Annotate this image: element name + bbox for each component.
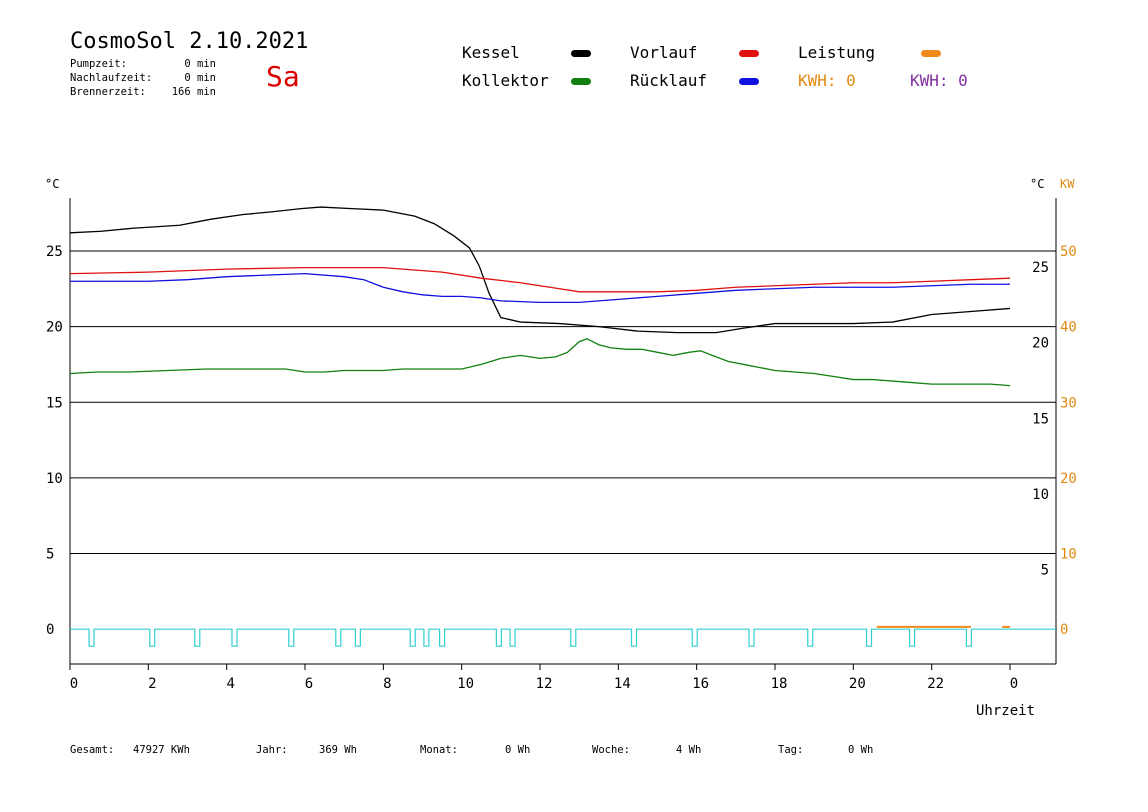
footer-tag-value: 0 Wh (848, 744, 874, 756)
stat-label-nachlaufzeit: Nachlaufzeit: (70, 72, 153, 84)
footer-tag-label: Tag: (778, 744, 804, 756)
y-tick-label-left: 20 (46, 320, 63, 336)
stat-value-pumpzeit: 0 min (184, 58, 216, 70)
kw-tick-label: 30 (1060, 395, 1077, 411)
legend-leistung-swatch (921, 50, 941, 57)
y-tick-label-right: 25 (1032, 260, 1049, 276)
y-tick-label-left: 15 (46, 395, 63, 411)
legend-kollektor-swatch (571, 78, 591, 85)
footer-gesamt-value: 47927 KWh (133, 744, 190, 756)
legend-vorlauf-label: Vorlauf (630, 43, 698, 62)
series-line-rücklauf (70, 272, 1010, 304)
kw-tick-label: 10 (1060, 547, 1077, 563)
legend-kwh-heating: KWH: 0 (910, 71, 968, 90)
y-tick-label-left: 25 (46, 244, 63, 260)
x-tick-label: 10 (457, 676, 474, 692)
stat-value-nachlaufzeit: 0 min (184, 72, 216, 84)
footer-gesamt-label: Gesamt: (70, 744, 115, 756)
x-tick-label: 14 (614, 676, 631, 692)
y-tick-label-right: 15 (1032, 411, 1049, 427)
stat-label-pumpzeit: Pumpzeit: (70, 58, 127, 70)
weekday-label: Sa (266, 60, 300, 93)
legend-kwh-solar: KWH: 0 (798, 71, 856, 90)
legend-kollektor-label: Kollektor (462, 71, 549, 90)
y-tick-label-left: 0 (46, 622, 54, 638)
x-tick-label: 16 (692, 676, 709, 692)
x-tick-label: 18 (771, 676, 788, 692)
y-tick-label-left: 5 (46, 547, 54, 563)
kw-tick-label: 40 (1060, 320, 1077, 336)
x-tick-label: 0 (70, 676, 78, 692)
x-tick-label: 2 (148, 676, 156, 692)
stat-value-brennerzeit: 166 min (171, 86, 216, 98)
series-line-kollektor (69, 337, 1011, 387)
x-axis-label: Uhrzeit (976, 703, 1035, 719)
y-tick-label-right: 10 (1032, 487, 1049, 503)
y-tick-label-right: 5 (1041, 563, 1049, 579)
x-tick-label: 6 (305, 676, 313, 692)
kw-tick-label: 20 (1060, 471, 1077, 487)
pump-signal-line (70, 628, 1056, 647)
footer-woche-value: 4 Wh (676, 744, 702, 756)
footer-woche-label: Woche: (592, 744, 630, 756)
legend-ruecklauf-swatch (739, 78, 759, 85)
y-tick-label-right: 20 (1032, 336, 1049, 352)
kw-tick-label: 0 (1060, 622, 1068, 638)
legend-kessel-swatch (571, 50, 591, 57)
series-line-vorlauf (69, 266, 1011, 293)
footer-jahr-value: 369 Wh (319, 744, 357, 756)
footer-jahr-label: Jahr: (256, 744, 288, 756)
page-title: CosmoSol 2.10.2021 (70, 29, 309, 54)
x-tick-label: 20 (849, 676, 866, 692)
footer-monat-label: Monat: (420, 744, 458, 756)
legend-ruecklauf-label: Rücklauf (630, 71, 708, 90)
right-unit-label: °C (1030, 177, 1044, 191)
left-unit-label: °C (45, 177, 59, 191)
y-tick-label-left: 10 (46, 471, 63, 487)
right-kw-unit-label: KW (1060, 177, 1075, 191)
footer-monat-value: 0 Wh (505, 744, 531, 756)
x-tick-label: 8 (383, 676, 391, 692)
x-tick-label: 12 (536, 676, 553, 692)
legend-vorlauf-swatch (739, 50, 759, 57)
legend-leistung-label: Leistung (798, 43, 876, 62)
kw-tick-label: 50 (1060, 244, 1077, 260)
x-tick-label: 4 (226, 676, 234, 692)
legend-kessel-label: Kessel (462, 43, 520, 62)
stat-label-brennerzeit: Brennerzeit: (70, 86, 146, 98)
x-tick-label: 22 (927, 676, 944, 692)
series-line-kessel (69, 206, 1011, 334)
x-tick-label: 0 (1010, 676, 1018, 692)
